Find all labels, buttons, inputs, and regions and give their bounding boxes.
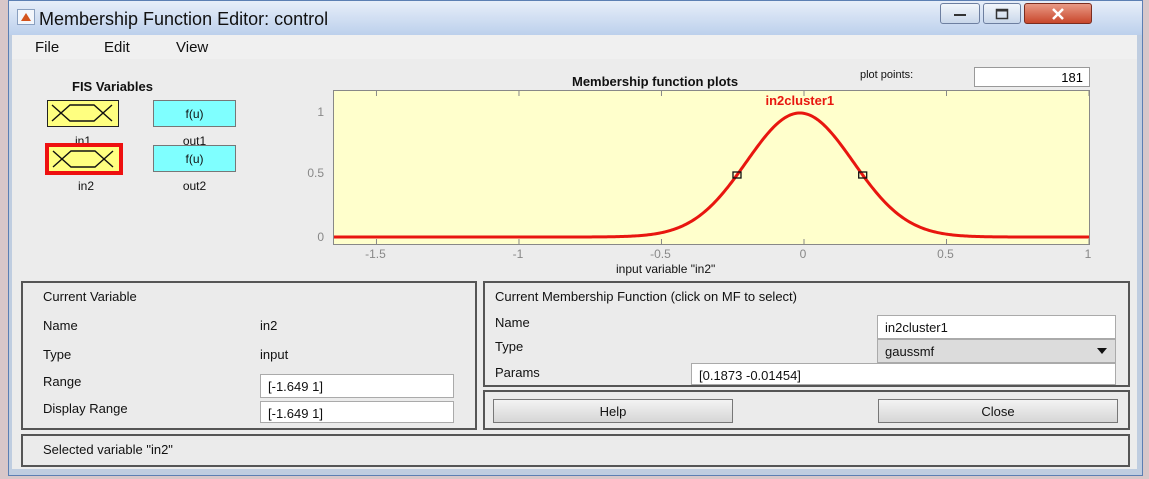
cv-display-range-label: Display Range xyxy=(43,401,128,416)
mf-curve-in2cluster1[interactable] xyxy=(334,111,1089,239)
x-tick-label: -0.5 xyxy=(650,247,671,261)
maximize-icon xyxy=(995,8,1009,19)
matlab-icon xyxy=(17,9,35,25)
minimize-icon xyxy=(954,13,966,16)
menu-view[interactable]: View xyxy=(176,39,209,56)
mf-plot-area[interactable]: in2cluster1 xyxy=(333,90,1090,245)
mf-shape-icon xyxy=(52,150,114,168)
output-symbol: f(u) xyxy=(185,151,204,166)
y-tick-label: 1 xyxy=(317,105,324,119)
output-variable-label: out1 xyxy=(182,134,207,148)
fis-variables-title: FIS Variables xyxy=(72,79,153,94)
mf-type-select[interactable]: gaussmf xyxy=(877,339,1116,363)
status-text: Selected variable "in2" xyxy=(43,442,173,457)
cv-range-label: Range xyxy=(43,374,82,389)
output-variable-label: out2 xyxy=(182,179,207,193)
x-tick-label: 0 xyxy=(799,247,807,261)
mf-params-input[interactable]: [0.1873 -0.01454] xyxy=(691,363,1116,385)
display-range-input[interactable]: [-1.649 1] xyxy=(260,401,454,423)
output-variable-out2[interactable]: f(u) xyxy=(153,145,236,172)
buttons-panel: Help Close xyxy=(483,390,1130,430)
current-variable-title: Current Variable xyxy=(43,289,137,304)
close-button[interactable]: Close xyxy=(878,399,1118,423)
mf-label[interactable]: in2cluster1 xyxy=(766,93,835,108)
output-variable-out1[interactable]: f(u) xyxy=(153,100,236,127)
current-mf-panel: Current Membership Function (click on MF… xyxy=(483,281,1130,387)
mf-shape-icon xyxy=(51,104,113,122)
chevron-down-icon xyxy=(1097,348,1107,354)
mf-handle[interactable] xyxy=(732,171,742,179)
plot-points-input[interactable]: 181 xyxy=(974,67,1090,87)
mf-name-input[interactable]: in2cluster1 xyxy=(877,315,1116,339)
x-tick-label: -1 xyxy=(512,247,524,261)
mf-handle[interactable] xyxy=(858,171,868,179)
x-axis-label: input variable "in2" xyxy=(616,262,716,276)
output-symbol: f(u) xyxy=(185,106,204,121)
y-tick-label: 0 xyxy=(317,230,324,244)
mf-type-label: Type xyxy=(495,339,524,354)
editor-client-area: FIS Variables in1 f(u) out1 in2 f(u) out… xyxy=(12,59,1137,469)
cv-name-label: Name xyxy=(43,318,78,333)
current-variable-panel: Current Variable Name in2 Type input Ran… xyxy=(21,281,477,430)
status-bar: Selected variable "in2" xyxy=(21,434,1130,467)
input-variable-in1[interactable] xyxy=(47,100,119,127)
plot-title: Membership function plots xyxy=(572,74,739,89)
mf-params-label: Params xyxy=(495,365,540,380)
cv-type-label: Type xyxy=(43,347,72,362)
cv-name-value: in2 xyxy=(260,318,278,333)
title-bar: Membership Function Editor: control xyxy=(9,1,1142,35)
menu-bar: File Edit View xyxy=(12,35,1137,60)
mf-name-label: Name xyxy=(495,315,530,330)
maximize-button[interactable] xyxy=(983,3,1021,24)
range-input[interactable]: [-1.649 1] xyxy=(260,374,454,398)
mf-plot-svg[interactable]: in2cluster1 xyxy=(334,91,1090,244)
y-tick-label: 0.5 xyxy=(307,166,324,180)
window-title: Membership Function Editor: control xyxy=(39,9,329,29)
menu-edit[interactable]: Edit xyxy=(104,39,130,56)
current-mf-title: Current Membership Function (click on MF… xyxy=(495,289,797,304)
cv-type-value: input xyxy=(260,347,289,362)
menu-file[interactable]: File xyxy=(35,39,60,56)
input-variable-label: in2 xyxy=(77,179,94,193)
plot-points-label: plot points: xyxy=(860,69,914,81)
input-variable-in2[interactable] xyxy=(45,143,123,175)
x-tick-label: 0.5 xyxy=(937,247,954,261)
minimize-button[interactable] xyxy=(940,3,980,24)
help-button[interactable]: Help xyxy=(493,399,733,423)
x-tick-label: 1 xyxy=(1084,247,1092,261)
mf-editor-window: Membership Function Editor: control File… xyxy=(8,0,1143,476)
x-tick-label: -1.5 xyxy=(365,247,386,261)
mf-type-value: gaussmf xyxy=(885,344,935,359)
close-icon xyxy=(1052,7,1064,20)
close-window-button[interactable] xyxy=(1024,3,1092,24)
